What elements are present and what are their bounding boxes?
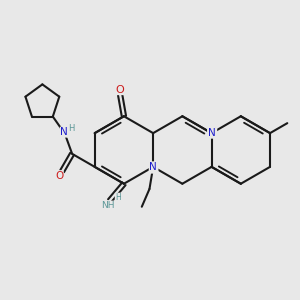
Text: O: O [55,171,63,181]
Text: N: N [149,162,157,172]
Text: NH: NH [101,201,115,210]
Text: N: N [209,127,217,136]
Text: H: H [115,193,121,202]
Text: H: H [68,124,75,133]
Text: N: N [208,128,215,138]
Text: N: N [150,163,158,173]
Text: N: N [60,127,68,137]
Text: O: O [116,85,124,94]
Text: N: N [208,128,215,137]
